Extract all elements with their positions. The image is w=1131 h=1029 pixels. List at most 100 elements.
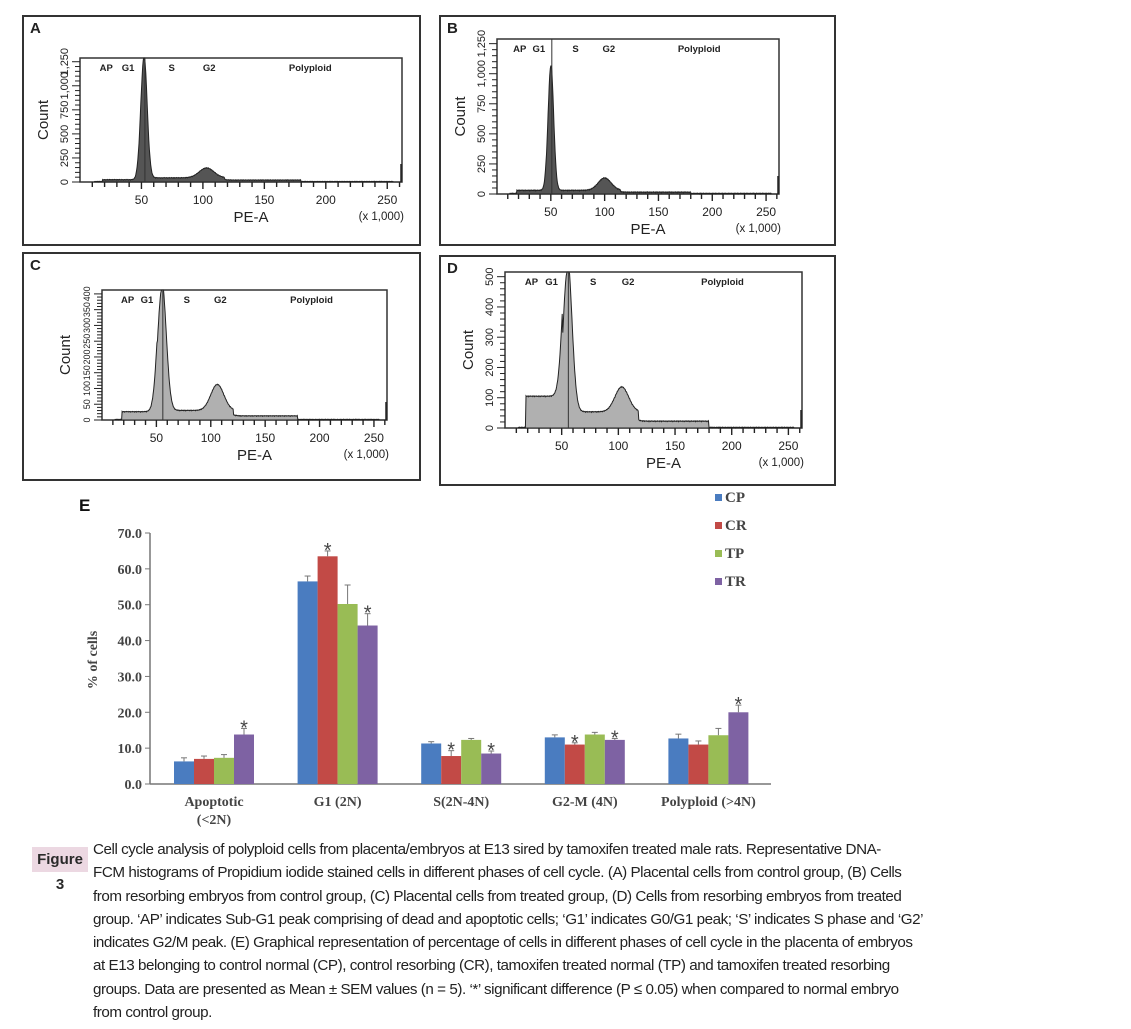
- x-tick-label: 150: [665, 439, 685, 453]
- bar-tp: [214, 757, 234, 784]
- y-axis-label: Count: [57, 334, 74, 375]
- x-tick-label: 100: [595, 205, 615, 219]
- gate-label: AP: [100, 63, 114, 74]
- plot-frame: [496, 38, 780, 195]
- y-tick-label: 20.0: [118, 706, 143, 721]
- x-axis-label: PE-A: [630, 221, 665, 238]
- caption-line: groups. Data are presented as Mean ± SEM…: [93, 980, 899, 998]
- category-label: S(2N-4N): [433, 795, 489, 810]
- y-axis-label: Count: [452, 96, 469, 137]
- bar-cp: [421, 743, 442, 784]
- y-axis-label: Count: [460, 329, 477, 370]
- legend-swatch: [715, 522, 722, 529]
- y-tick-label: 1,000: [476, 60, 488, 88]
- y-tick-label: 1,250: [476, 30, 488, 58]
- x-tick-label: 50: [544, 205, 558, 219]
- plot-frame: [101, 289, 388, 421]
- y-tick-label: 300: [484, 328, 496, 346]
- y-tick-label: 400: [484, 298, 496, 316]
- histogram-area: [518, 271, 802, 429]
- bar-chart-e: E 0.0 10.0 20.0 30.0 40.0 50.0 60.0 70.0 % of cel…: [79, 490, 771, 828]
- y-tick-label: 0: [484, 425, 496, 431]
- y-tick-label: 150: [82, 365, 92, 380]
- x-tick-label: 200: [722, 439, 742, 453]
- bar-tr: [234, 734, 254, 784]
- bar-tr: [604, 739, 625, 784]
- y-tick-label: 350: [82, 302, 92, 317]
- panel-letter: E: [79, 496, 90, 515]
- category-label: G2-M (4N): [552, 795, 618, 810]
- plot-frame: [79, 57, 403, 183]
- y-tick-label: 250: [476, 155, 488, 173]
- x-tick-label: 250: [756, 205, 776, 219]
- x-tick-label: 100: [608, 439, 628, 453]
- gate-label: AP: [525, 277, 539, 288]
- caption-line: at E13 belonging to control normal (CP),…: [93, 957, 890, 975]
- y-tick-label: 200: [82, 349, 92, 364]
- legend-label: TR: [725, 574, 746, 590]
- significance-marker: *: [364, 603, 372, 625]
- y-tick-label: 1,000: [59, 72, 71, 100]
- gate-label: G1: [122, 63, 135, 74]
- gate-label: S: [184, 295, 190, 306]
- gate-label: S: [572, 44, 578, 55]
- caption-line: FCM histograms of Propidium iodide stain…: [93, 864, 902, 882]
- legend-swatch: [715, 550, 722, 557]
- y-tick-label: 750: [59, 101, 71, 119]
- y-tick-label: 300: [82, 318, 92, 333]
- bar-cp: [174, 761, 194, 784]
- bar-cr: [564, 744, 585, 784]
- category-label: Polyploid (>4N): [661, 795, 756, 810]
- gate-label: Polyploid: [289, 63, 332, 74]
- x-unit-label: (x 1,000): [759, 457, 805, 469]
- category-label: (<2N): [197, 813, 232, 828]
- caption-line: indicates G2/M peak. (E) Graphical repre…: [93, 934, 913, 952]
- legend-swatch: [715, 494, 722, 501]
- category-label: G1 (2N): [314, 795, 362, 810]
- y-tick-label: 750: [476, 95, 488, 113]
- gate-label: G1: [533, 44, 546, 55]
- x-tick-label: 50: [150, 431, 164, 445]
- gate-label: G2: [622, 277, 635, 288]
- figure-label: Figure 3: [32, 847, 88, 893]
- x-tick-label: 50: [555, 439, 569, 453]
- bar-cr: [688, 744, 709, 784]
- significance-marker: *: [487, 740, 495, 762]
- caption-line: from resorbing embryos from control grou…: [93, 887, 902, 905]
- significance-marker: *: [324, 540, 332, 562]
- y-tick-label: 100: [82, 381, 92, 396]
- gate-label: G1: [545, 277, 558, 288]
- caption-line: from control group.: [93, 1004, 212, 1022]
- histogram-area: [509, 65, 779, 195]
- y-tick-label: 40.0: [118, 635, 143, 650]
- bar-tp: [584, 734, 605, 784]
- panel-letter: C: [30, 257, 41, 274]
- gate-label: AP: [513, 44, 527, 55]
- bar-tp: [337, 603, 358, 784]
- gate-label: S: [168, 63, 174, 74]
- significance-marker: *: [571, 732, 579, 754]
- bar-tr: [728, 712, 749, 784]
- y-tick-label: 500: [476, 125, 488, 143]
- bar-tp: [461, 739, 482, 784]
- x-tick-label: 250: [377, 193, 397, 207]
- y-tick-label: 50: [82, 399, 92, 409]
- x-tick-label: 100: [193, 193, 213, 207]
- x-tick-label: 50: [135, 193, 149, 207]
- histogram-svg: B AP G1 S G2 Polyploid 50 100 150 200 250 PE-A (x 1,…: [447, 20, 782, 238]
- gate-label: Polyploid: [701, 277, 744, 288]
- y-tick-label: 1,250: [59, 48, 71, 76]
- x-tick-label: 250: [778, 439, 798, 453]
- y-axis-label: Count: [35, 99, 52, 140]
- bar-cr: [441, 756, 462, 784]
- histogram-panel-c: C AP G1 S G2 Polyploid 50 100 150 200 250 PE-A (x 1,…: [22, 252, 421, 481]
- y-tick-label: 70.0: [118, 527, 143, 542]
- x-tick-label: 200: [702, 205, 722, 219]
- significance-marker: *: [611, 727, 619, 749]
- gate-label: S: [590, 277, 596, 288]
- gate-label: Polyploid: [678, 44, 721, 55]
- significance-marker: *: [735, 694, 743, 716]
- x-tick-label: 150: [255, 431, 275, 445]
- x-unit-label: (x 1,000): [736, 223, 782, 235]
- x-tick-label: 200: [310, 431, 330, 445]
